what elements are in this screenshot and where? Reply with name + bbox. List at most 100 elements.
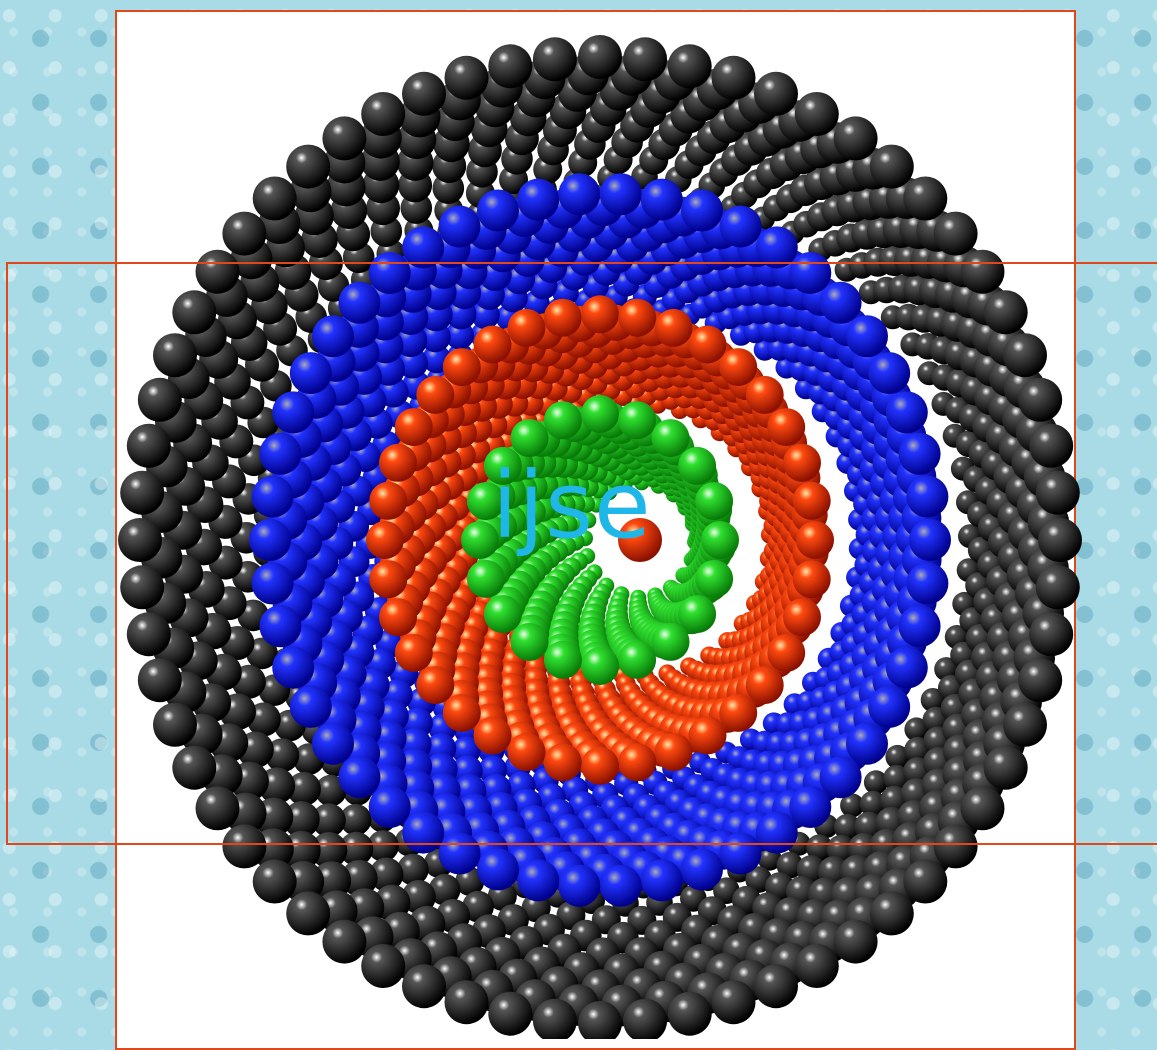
overlay-caption: ijse	[492, 452, 652, 559]
outer-shell-atom	[578, 1001, 622, 1039]
outer-shell-atom	[153, 702, 197, 747]
outer-shell-atom	[623, 37, 668, 82]
outer-shell-atom	[1003, 702, 1047, 747]
outer-shell-atom	[120, 565, 165, 610]
inner-shell	[461, 395, 739, 685]
outer-shell-atom	[367, 830, 399, 862]
outer-shell-atom	[933, 824, 978, 869]
inner-shell-atom	[695, 559, 734, 598]
outer-shell-atom	[222, 211, 267, 256]
second-shell-atom	[846, 722, 888, 765]
outer-shell-atom	[137, 658, 182, 703]
outer-shell-atom	[532, 998, 577, 1039]
outer-shell-atom	[1035, 470, 1080, 515]
third-shell-atom	[507, 308, 546, 347]
outer-shell-atom	[885, 744, 910, 769]
inner-shell-atom	[510, 419, 549, 458]
third-shell-atom	[783, 443, 821, 482]
outer-shell-atom	[920, 688, 945, 712]
outer-shell-atom	[322, 919, 367, 964]
outer-shell-atom	[488, 991, 533, 1036]
outer-shell-atom	[754, 71, 798, 116]
outer-shell-atom	[711, 980, 756, 1025]
third-shell-atom	[442, 693, 481, 732]
outer-shell-atom	[859, 790, 887, 818]
outer-shell-atom	[623, 998, 668, 1039]
second-shell-atom	[599, 864, 642, 907]
third-shell-atom	[379, 443, 417, 482]
second-shell-atom	[719, 205, 762, 248]
outer-shell-atom	[283, 801, 320, 838]
second-shell-atom	[289, 352, 332, 395]
inner-shell-atom	[701, 521, 739, 559]
second-shell-atom	[477, 848, 519, 891]
second-shell-atom	[898, 432, 941, 475]
outer-shell-atom	[401, 879, 436, 914]
outer-shell-atom	[833, 116, 878, 161]
second-shell-atom	[640, 859, 683, 902]
outer-shell-atom	[172, 745, 217, 790]
outer-shell-atom	[397, 853, 429, 886]
outer-shell-atom	[310, 832, 348, 869]
second-shell-atom	[885, 646, 928, 689]
outer-shell-atom	[252, 859, 297, 904]
inner-shell-atom	[543, 640, 582, 679]
third-shell-atom	[745, 375, 784, 414]
second-shell-atom	[312, 722, 354, 765]
third-shell-atom	[719, 693, 758, 732]
third-shell-atom	[369, 560, 408, 599]
outer-shell-atom	[983, 745, 1028, 790]
third-shell-atom	[473, 716, 512, 755]
outer-shell-atom	[869, 144, 914, 189]
outer-shell-atom	[983, 290, 1028, 335]
outer-shell-atom	[667, 991, 712, 1036]
outer-shell-atom	[172, 290, 217, 335]
third-shell-atom	[379, 598, 417, 637]
outer-shell-atom	[195, 249, 240, 294]
inner-shell-atom	[695, 482, 734, 521]
outer-shell-atom	[1003, 333, 1047, 378]
inner-shell-atom	[483, 595, 522, 634]
outer-shell-atom	[402, 71, 446, 116]
outer-shell-atom	[488, 44, 533, 89]
outer-shell-atom	[137, 377, 182, 422]
outer-shell-atom	[1018, 658, 1063, 703]
third-shell-atom	[416, 375, 455, 414]
outer-shell-atom	[444, 55, 489, 100]
outer-shell-atom	[960, 786, 1005, 831]
inner-shell-atom	[651, 622, 690, 661]
second-shell-atom	[477, 189, 519, 232]
outer-shell-atom	[1018, 377, 1063, 422]
third-shell-atom	[366, 521, 404, 559]
outer-shell-atom	[532, 37, 577, 82]
second-shell-atom	[249, 519, 291, 561]
outer-shell-atom	[1035, 565, 1080, 610]
third-shell-atom	[783, 598, 821, 637]
outer-shell-atom	[118, 518, 162, 562]
third-shell-atom	[745, 666, 784, 705]
second-shell-atom	[789, 786, 832, 828]
second-shell-atom	[312, 315, 354, 358]
outer-shell-atom	[904, 717, 929, 742]
third-shell-atom	[394, 633, 433, 672]
outer-shell-atom	[1029, 612, 1074, 657]
outer-shell-atom	[287, 771, 321, 806]
second-shell-atom	[402, 226, 445, 269]
second-shell-atom	[846, 315, 888, 358]
outer-shell-atom	[444, 980, 489, 1025]
outer-shell-atom	[339, 803, 372, 836]
outer-shell-atom	[120, 470, 165, 515]
outer-shell-atom	[311, 803, 346, 838]
second-shell-atom	[819, 756, 862, 799]
second-shell-atom	[640, 178, 683, 221]
second-shell-atom	[885, 391, 928, 434]
inner-shell-atom	[678, 446, 717, 485]
inner-shell-atom	[461, 521, 499, 559]
second-shell-atom	[558, 173, 601, 216]
third-shell-atom	[581, 746, 619, 785]
second-shell-atom	[755, 226, 798, 269]
outer-shell-atom	[794, 944, 839, 988]
outer-shell-atom	[222, 824, 267, 869]
second-shell-atom	[338, 281, 381, 324]
second-shell-atom	[599, 173, 642, 216]
